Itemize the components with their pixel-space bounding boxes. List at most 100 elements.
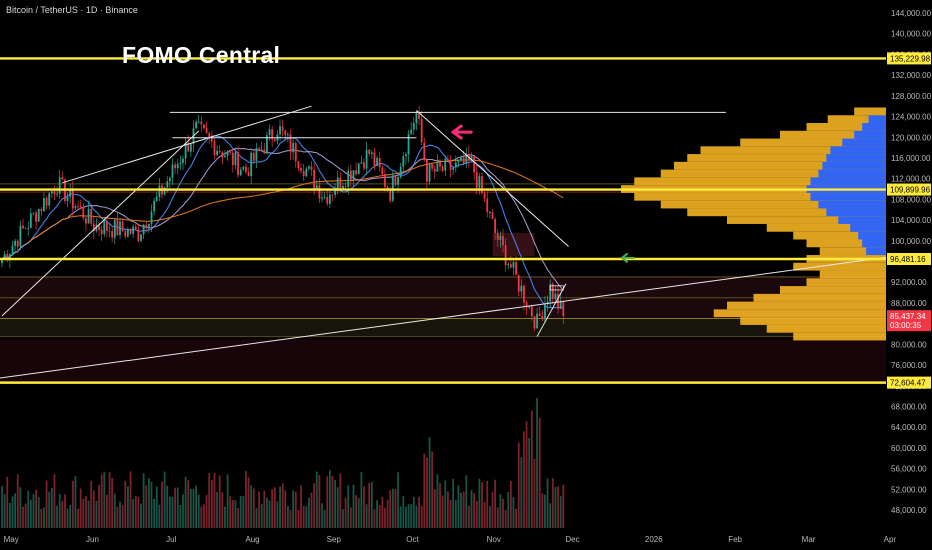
volume-bar [441, 495, 444, 528]
candle-body [289, 134, 292, 153]
volume-bar [213, 473, 216, 528]
volume-bar [357, 498, 360, 528]
y-tick-label: 120,000.00 [891, 133, 932, 142]
volume-bar [129, 471, 132, 528]
candle-body [163, 187, 166, 195]
volume-bar [137, 497, 140, 528]
profile-bar-6 [780, 286, 886, 294]
volume-bar [166, 485, 169, 528]
candle-body [449, 160, 452, 170]
volume-bar [192, 488, 195, 528]
profile-va-bar-17 [818, 200, 886, 209]
candle-body [557, 293, 559, 309]
volume-bar [43, 507, 45, 528]
volume-bar [533, 458, 536, 528]
volume-bar [399, 506, 402, 528]
volume-bar [90, 480, 93, 528]
volume-bar [40, 508, 43, 528]
profile-va-bar-12 [862, 239, 886, 248]
candle-body [407, 133, 410, 155]
volume-bar [426, 457, 428, 528]
candle-body [394, 175, 397, 185]
candle-body [475, 172, 478, 188]
volume-bar [142, 473, 145, 528]
candle-body [546, 301, 549, 305]
volume-bar [119, 501, 121, 528]
upper-rising-trendline [62, 105, 312, 184]
profile-va-bar-27 [862, 123, 886, 131]
volume-bar [546, 478, 549, 528]
volume-bar [184, 476, 187, 528]
candle-body [292, 143, 295, 153]
volume-bar [557, 486, 559, 528]
candle-body [40, 208, 43, 212]
volume-bar [315, 471, 318, 528]
candle-body [258, 148, 260, 151]
candle-body [85, 218, 87, 224]
candle-body [103, 221, 106, 235]
volume-bar [19, 487, 22, 528]
candle-body [554, 293, 557, 299]
candle-body [381, 167, 384, 175]
volume-bar [276, 501, 279, 528]
candle-body [92, 223, 95, 232]
volume-bar [22, 506, 24, 528]
volume-bar [252, 488, 255, 528]
candle-body [544, 304, 546, 320]
profile-bar-29 [854, 107, 886, 116]
candle-body [405, 154, 407, 157]
profile-va-bar-18 [810, 192, 886, 201]
profile-bar-26 [780, 130, 886, 139]
volume-bar [415, 505, 418, 528]
candle-body [50, 191, 53, 194]
candle-body [106, 221, 108, 231]
profile-bar-16 [687, 208, 886, 217]
candle-body [119, 221, 121, 236]
y-tick-label: 132,000.00 [891, 71, 932, 80]
candle-body [95, 224, 98, 232]
candle-body [426, 159, 428, 182]
candle-body [525, 302, 528, 308]
candle-body [255, 148, 258, 161]
volume-bar [140, 503, 142, 528]
candle-body [71, 188, 74, 209]
candle-body [3, 254, 6, 260]
volume-bar [486, 480, 489, 528]
candle-body [140, 234, 142, 241]
candle-body [22, 225, 24, 229]
volume-bar [512, 497, 515, 528]
candle-body [562, 301, 565, 317]
key-levels [0, 57, 886, 384]
candle-body [195, 121, 197, 129]
candle-body [352, 170, 355, 180]
candle-body [517, 274, 520, 292]
volume-bar [127, 486, 129, 528]
candle-body [108, 230, 111, 232]
candle-body [179, 162, 182, 164]
x-tick-label: Dec [565, 535, 579, 544]
profile-bar-14 [766, 223, 886, 232]
volume-bar [349, 507, 352, 528]
volume-bar [460, 492, 462, 528]
time-axis: May Jun Jul Aug Sep Oct Nov Dec 2026 Feb Mar Apr [0, 530, 932, 550]
volume-bar [355, 495, 357, 528]
volume-bar [66, 508, 69, 528]
candle-body [336, 177, 339, 191]
volume-bar [431, 451, 434, 528]
profile-bar-18 [634, 192, 886, 201]
profile-bar-24 [700, 146, 886, 155]
volume-bar [352, 484, 355, 528]
candle-body [315, 185, 318, 189]
rebound-trendline [536, 283, 567, 337]
candle-body [302, 170, 305, 177]
profile-bar-25 [740, 138, 886, 147]
volume-bar [79, 488, 82, 528]
candle-body [462, 156, 465, 164]
y-tick-label: 56,000.00 [891, 465, 927, 474]
volume-bar [247, 477, 250, 528]
candle-body [470, 155, 473, 161]
volume-bar [108, 472, 111, 528]
volume-bar [242, 496, 245, 528]
key-level-tag-0 [887, 52, 931, 65]
